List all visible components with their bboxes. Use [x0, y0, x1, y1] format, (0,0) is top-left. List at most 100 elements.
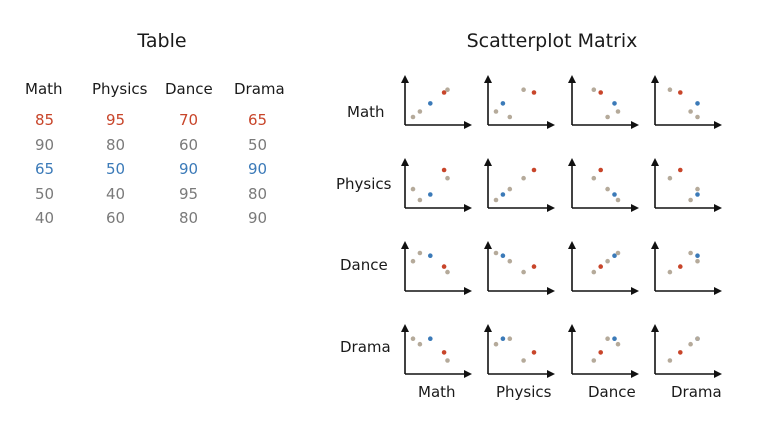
scatter-point	[417, 109, 423, 114]
scatter-cell-dance-physics	[484, 241, 555, 295]
table-cell: 90	[35, 135, 55, 154]
table-cell: 50	[106, 160, 126, 178]
scatter-point	[695, 258, 700, 264]
scatter-point	[591, 358, 597, 363]
col-label-math: Math	[418, 383, 456, 401]
scatter-cell-physics-physics	[484, 158, 555, 212]
scatter-point	[612, 336, 617, 342]
scatter-point	[667, 358, 673, 363]
scatter-point	[428, 253, 433, 258]
scatter-cell-drama-math	[401, 324, 472, 378]
scatter-point	[605, 114, 610, 120]
table-cell: 80	[106, 135, 126, 154]
scatter-point	[507, 336, 513, 342]
table-header-drama: Drama	[234, 80, 285, 98]
scatter-point	[695, 186, 700, 192]
table-cell: 85	[35, 111, 55, 129]
row-label-drama: Drama	[340, 338, 391, 356]
scatter-point	[441, 90, 447, 95]
scatter-point	[605, 258, 610, 264]
scatter-point	[417, 197, 423, 203]
scatter-cell-math-drama	[651, 75, 722, 129]
table-cell: 95	[106, 111, 126, 129]
scatter-cell-drama-physics	[484, 324, 555, 378]
scatter-cell-dance-dance	[568, 241, 639, 295]
scatter-point	[591, 269, 597, 275]
scatter-cell-math-dance	[568, 75, 639, 129]
scatter-point	[410, 114, 416, 120]
scatter-point	[695, 253, 700, 258]
col-label-dance: Dance	[588, 383, 636, 401]
scatter-point	[591, 175, 597, 181]
scatter-point	[591, 87, 597, 92]
scatter-point	[441, 167, 447, 173]
scatter-point	[688, 197, 693, 203]
scatter-point	[493, 197, 499, 203]
scatter-point	[531, 264, 537, 269]
scatter-point	[615, 109, 621, 114]
scatter-point	[688, 109, 693, 114]
scatter-point	[500, 101, 506, 106]
scatter-point	[615, 197, 621, 203]
scatter-point	[521, 87, 526, 92]
scatter-cell-drama-dance	[568, 324, 639, 378]
table-cell: 65	[35, 160, 55, 178]
table-header-math: Math	[25, 80, 63, 98]
col-label-physics: Physics	[496, 383, 552, 401]
scatter-point	[695, 336, 700, 342]
table-cell: 80	[248, 184, 268, 203]
row-label-dance: Dance	[340, 256, 388, 274]
scatter-point	[678, 167, 683, 173]
scatter-point	[612, 192, 617, 197]
scatter-cell-physics-dance	[568, 158, 639, 212]
scatter-cell-math-physics	[484, 75, 555, 129]
scatter-point	[521, 269, 526, 275]
scatter-point	[605, 336, 610, 342]
scatter-point	[678, 264, 683, 269]
scatter-point	[493, 109, 499, 114]
col-label-drama: Drama	[671, 383, 722, 401]
scatter-point	[507, 186, 513, 192]
scatter-point	[445, 269, 450, 275]
scatter-point	[428, 101, 433, 106]
scatter-cell-math-math	[401, 75, 472, 129]
table-header-dance: Dance	[165, 80, 213, 98]
table-header-physics: Physics	[92, 80, 148, 98]
scatter-point	[493, 250, 499, 256]
scatter-point	[441, 350, 447, 355]
scatter-point	[598, 264, 603, 269]
table-cell: 95	[179, 184, 199, 203]
scatter-point	[688, 341, 693, 347]
scatter-point	[531, 90, 537, 95]
scatter-point	[598, 90, 603, 95]
scatter-point	[441, 264, 447, 269]
scatter-point	[695, 101, 700, 106]
scatter-point	[500, 253, 506, 258]
scatter-cell-dance-drama	[651, 241, 722, 295]
scatter-point	[507, 258, 513, 264]
table-title: Table	[137, 30, 187, 52]
scatter-point	[417, 250, 423, 256]
scatter-point	[612, 253, 617, 258]
scatter-point	[667, 87, 673, 92]
scatter-point	[500, 192, 506, 197]
scatter-point	[493, 341, 499, 347]
table-cell: 60	[106, 209, 126, 227]
matrix-title: Scatterplot Matrix	[466, 30, 638, 52]
scatter-point	[445, 87, 450, 92]
scatter-point	[667, 269, 673, 275]
scatter-point	[695, 192, 700, 197]
scatter-point	[428, 192, 433, 197]
scatter-cell-physics-drama	[651, 158, 722, 212]
scatter-point	[605, 186, 610, 192]
scatter-point	[678, 90, 683, 95]
table-cell: 50	[248, 135, 268, 154]
scatter-point	[428, 336, 433, 342]
table-cell: 90	[179, 160, 199, 178]
table-cell: 90	[248, 160, 268, 178]
table-cell: 40	[106, 184, 126, 203]
scatter-point	[598, 350, 603, 355]
table-cell: 65	[248, 111, 268, 129]
scatter-point	[531, 167, 537, 173]
